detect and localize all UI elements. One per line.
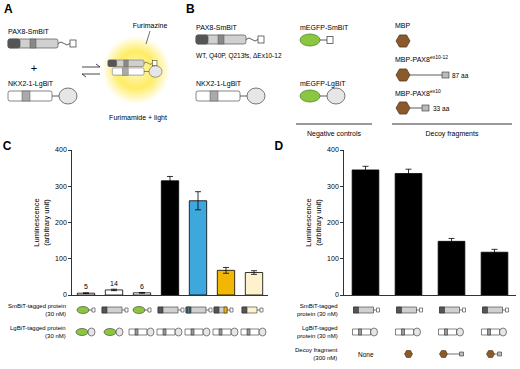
svg-text:LgBiT-tagged protein(30 nM): LgBiT-tagged protein(30 nM): [10, 325, 66, 339]
svg-text:0: 0: [335, 291, 339, 298]
svg-text:Luminescence(arbitrary unit): Luminescence(arbitrary unit): [32, 198, 51, 246]
svg-text:200: 200: [55, 219, 67, 226]
svg-text:PAX8-SmBiT: PAX8-SmBiT: [196, 24, 237, 31]
svg-text:LgBiT-taggedprotein (30 nM): LgBiT-taggedprotein (30 nM): [297, 325, 338, 339]
svg-text:MBP-PAX8ex10: MBP-PAX8ex10: [395, 88, 441, 97]
svg-text:NKX2-1-LgBiT: NKX2-1-LgBiT: [196, 80, 242, 88]
svg-text:B: B: [186, 2, 195, 16]
svg-text:6: 6: [140, 283, 144, 290]
svg-text:mEGFP-SmBiT: mEGFP-SmBiT: [300, 24, 349, 31]
svg-text:400: 400: [55, 146, 67, 153]
svg-text:300: 300: [55, 183, 67, 190]
svg-text:SmBiT-taggedprotein (30 nM): SmBiT-taggedprotein (30 nM): [297, 303, 338, 317]
svg-text:D: D: [274, 140, 283, 153]
svg-text:mEGFP-LgBiT: mEGFP-LgBiT: [300, 80, 346, 88]
svg-text:MBP: MBP: [395, 22, 411, 29]
svg-text:Decoy fragments: Decoy fragments: [426, 130, 479, 138]
svg-text:87 aa: 87 aa: [452, 72, 469, 79]
svg-text:0: 0: [63, 291, 67, 298]
svg-text:33 aa: 33 aa: [433, 105, 450, 112]
svg-text:MBP-PAX8ex10-12: MBP-PAX8ex10-12: [395, 54, 448, 63]
svg-text:C: C: [3, 140, 12, 153]
svg-text:WT, Q40P, Q213fs, ΔEx10-12: WT, Q40P, Q213fs, ΔEx10-12: [196, 52, 282, 60]
svg-text:Furimazine: Furimazine: [133, 22, 168, 29]
svg-text:200: 200: [327, 219, 339, 226]
svg-text:400: 400: [327, 146, 339, 153]
svg-text:Luminescence(arbitrary unit): Luminescence(arbitrary unit): [304, 198, 323, 246]
svg-text:A: A: [4, 2, 13, 16]
svg-text:+: +: [31, 62, 37, 74]
svg-text:Negative controls: Negative controls: [307, 130, 362, 138]
svg-text:100: 100: [327, 255, 339, 262]
svg-text:NKX2-1-LgBiT: NKX2-1-LgBiT: [8, 80, 54, 88]
svg-text:5: 5: [84, 283, 88, 290]
svg-text:Furimamide + light: Furimamide + light: [109, 114, 167, 122]
svg-text:14: 14: [110, 280, 118, 287]
svg-text:PAX8-SmBiT: PAX8-SmBiT: [8, 28, 49, 35]
svg-text:300: 300: [327, 183, 339, 190]
svg-text:Decoy fragment(300 nM): Decoy fragment(300 nM): [295, 347, 338, 361]
svg-text:None: None: [358, 351, 374, 358]
svg-text:SmBiT-tagged protein(30 nM): SmBiT-tagged protein(30 nM): [8, 303, 66, 317]
svg-text:100: 100: [55, 255, 67, 262]
